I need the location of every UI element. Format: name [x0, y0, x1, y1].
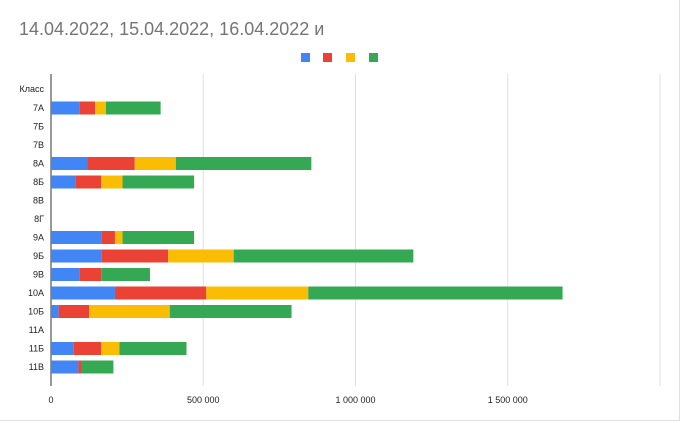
- x-tick-label: 1 000 000: [335, 395, 375, 405]
- y-axis-label: Класс: [20, 84, 45, 94]
- legend-swatch: [346, 53, 355, 62]
- category-label: 9Б: [33, 251, 44, 261]
- bar-segment: [51, 268, 80, 281]
- bar-segment: [78, 360, 82, 374]
- bar-segment: [119, 342, 187, 355]
- category-label: 7В: [33, 140, 44, 150]
- category-label: 9В: [33, 270, 44, 280]
- chart-title: 14.04.2022, 15.04.2022, 16.04.2022 и: [19, 19, 325, 39]
- category-labels: 7А 7Б 7В 8А 8Б 8В 8Г 9А 9Б 9В 10А 10Б 11А 11Б 11В: [28, 103, 44, 372]
- bar-segment: [79, 101, 96, 115]
- category-label: 11В: [29, 362, 44, 372]
- bar-segment: [175, 157, 312, 170]
- legend-swatch: [323, 53, 332, 62]
- bar-segment: [51, 101, 80, 115]
- bar-segment: [51, 175, 76, 189]
- x-tick-label: 500 000: [187, 395, 220, 405]
- bar-segment: [75, 175, 102, 189]
- legend-swatch: [301, 53, 310, 62]
- bar-segment: [58, 305, 90, 318]
- bar-segment: [122, 231, 195, 244]
- bar-segment: [89, 305, 170, 318]
- category-label: 9А: [33, 233, 44, 243]
- category-label: 10А: [28, 288, 44, 298]
- x-tick-label: 1 500 000: [488, 395, 528, 405]
- bar-segment: [114, 231, 123, 244]
- category-label: 8Г: [34, 214, 44, 224]
- bar-segment: [51, 305, 59, 318]
- bar-segment: [51, 360, 79, 374]
- bar-segment: [51, 157, 88, 170]
- category-label: 8А: [33, 159, 44, 169]
- bar-segment: [308, 286, 563, 300]
- bar-segment: [51, 342, 74, 355]
- bar-segment: [73, 342, 102, 355]
- x-tick-labels: 0 500 000 1 000 000 1 500 000: [48, 395, 527, 405]
- bar-segment: [87, 157, 135, 170]
- category-label: 7Б: [33, 122, 44, 132]
- bar-segment: [168, 249, 234, 263]
- bar-segment: [122, 175, 195, 189]
- bar-segment: [206, 286, 309, 300]
- category-label: 11Б: [29, 344, 44, 354]
- category-label: 10Б: [28, 307, 44, 317]
- bar-segment: [101, 268, 150, 281]
- bars: [51, 101, 563, 374]
- category-label: 7А: [33, 103, 44, 113]
- bar-segment: [51, 249, 102, 263]
- category-label: 8В: [33, 196, 44, 206]
- legend: [301, 53, 378, 62]
- category-label: 11А: [29, 325, 44, 335]
- legend-swatch: [369, 53, 378, 62]
- bar-segment: [114, 286, 207, 300]
- bar-segment: [81, 360, 114, 374]
- bar-segment: [101, 231, 115, 244]
- bar-segment: [233, 249, 414, 263]
- bar-segment: [79, 268, 102, 281]
- bar-segment: [101, 342, 120, 355]
- bar-segment: [134, 157, 176, 170]
- bar-segment: [105, 101, 161, 115]
- bar-segment: [101, 249, 169, 263]
- bar-segment: [95, 101, 106, 115]
- bar-segment: [51, 231, 102, 244]
- bar-segment: [169, 305, 292, 318]
- x-tick-label: 0: [48, 395, 53, 405]
- bar-segment: [101, 175, 123, 189]
- bar-segment: [51, 286, 115, 300]
- gridlines: [50, 74, 661, 386]
- category-label: 8Б: [33, 177, 44, 187]
